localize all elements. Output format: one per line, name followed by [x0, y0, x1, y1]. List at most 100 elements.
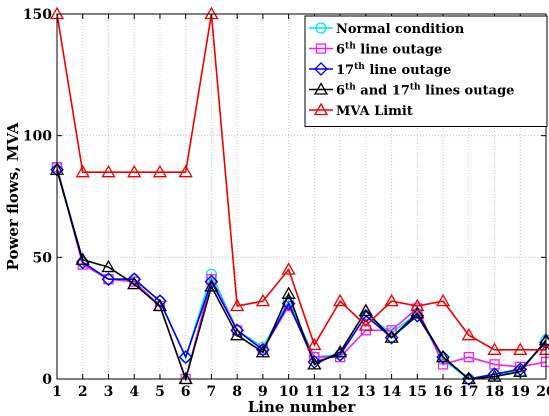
- plot-frame: [56, 13, 547, 380]
- data-point: [178, 371, 193, 385]
- legend-marker: [315, 43, 327, 54]
- x-tick-label: 5: [155, 384, 165, 400]
- data-point: [461, 327, 476, 341]
- legend-label: 6th line outage: [336, 42, 442, 58]
- x-tick-label: 6: [181, 384, 191, 400]
- x-tick-label: 16: [433, 384, 452, 400]
- y-axis-label: Power flows, MVA: [4, 122, 22, 270]
- legend-text-part: 6: [336, 84, 345, 99]
- data-point: [281, 286, 296, 299]
- series-2: [51, 162, 549, 385]
- data-point: [384, 293, 399, 307]
- series-4: [49, 162, 549, 385]
- x-tick-label: 15: [408, 384, 427, 400]
- data-point: [101, 272, 116, 287]
- x-tick-label: 13: [356, 384, 375, 400]
- series-3: [50, 162, 549, 386]
- legend-label: MVA Limit: [336, 104, 413, 119]
- legend-text-part: line outage: [365, 63, 452, 78]
- data-point: [487, 369, 502, 382]
- legend-item: 6th line outage: [309, 42, 442, 58]
- y-tick-label: 0: [42, 372, 52, 388]
- legend-superscript: th: [354, 62, 365, 72]
- y-tick-label: 100: [23, 129, 52, 145]
- legend-text-part: 6: [336, 43, 345, 58]
- data-point: [75, 252, 90, 265]
- data-point: [487, 367, 502, 382]
- legend-box: [304, 15, 548, 127]
- x-tick-label: 20: [536, 384, 549, 400]
- data-point: [307, 355, 322, 369]
- y-tick-label: 50: [33, 250, 53, 266]
- data-point: [255, 293, 271, 307]
- series-line: [56, 167, 547, 380]
- legend-text-part: line outage: [356, 43, 443, 58]
- data-point: [152, 298, 168, 312]
- data-point: [101, 164, 116, 178]
- series-line: [56, 169, 547, 382]
- x-tick-label: 12: [330, 384, 349, 400]
- x-tick-label: 18: [485, 384, 504, 400]
- series-line: [56, 167, 547, 382]
- data-point: [127, 272, 142, 287]
- data-point: [230, 327, 245, 341]
- data-point: [307, 357, 322, 370]
- series-5: [49, 6, 549, 355]
- x-tick-label: 2: [78, 384, 88, 400]
- legend-label: Normal condition: [336, 22, 465, 37]
- data-point: [152, 164, 168, 178]
- data-point: [127, 164, 142, 178]
- legend-text-part: and 17: [356, 84, 410, 99]
- x-tick-label: 9: [258, 384, 268, 400]
- data-point: [127, 276, 142, 290]
- legend-label: 6th and 17th lines outage: [336, 83, 514, 99]
- x-tick-label: 17: [459, 384, 478, 400]
- x-tick-label: 4: [129, 384, 139, 400]
- x-tick-label: 19: [511, 384, 530, 400]
- data-point: [410, 298, 425, 312]
- data-point: [358, 308, 373, 323]
- legend-superscript: th: [410, 83, 421, 93]
- legend-text-part: 17: [336, 63, 354, 78]
- legend-text-part: lines outage: [421, 84, 515, 99]
- data-point: [410, 305, 425, 319]
- data-point: [513, 342, 528, 355]
- data-point: [255, 344, 271, 358]
- x-tick-label: 10: [279, 384, 299, 400]
- x-tick-label: 7: [207, 384, 217, 400]
- data-point: [463, 351, 474, 363]
- x-tick-label: 11: [305, 384, 324, 400]
- data-point: [358, 303, 373, 317]
- data-point: [281, 262, 296, 275]
- series-line: [56, 169, 547, 380]
- data-point: [101, 259, 116, 273]
- data-point: [178, 164, 193, 178]
- data-point: [435, 293, 451, 307]
- legend-item: Normal condition: [309, 22, 465, 37]
- data-point: [75, 164, 90, 178]
- data-point: [178, 350, 193, 365]
- legend-marker: [314, 62, 328, 76]
- legend-text-part: Normal condition: [336, 22, 465, 37]
- series-line: [56, 13, 546, 351]
- data-point: [230, 298, 245, 312]
- x-tick-label: 1: [52, 384, 62, 400]
- legend-marker: [313, 82, 329, 95]
- data-point: [255, 342, 270, 357]
- x-tick-label: 3: [104, 384, 114, 400]
- data-point: [436, 350, 450, 365]
- data-point: [384, 330, 399, 345]
- data-point: [461, 371, 476, 385]
- data-point: [358, 318, 373, 331]
- series-layer: [49, 6, 549, 386]
- data-point: [487, 342, 502, 355]
- legend-marker: [313, 102, 329, 116]
- x-axis-label: Line number: [248, 398, 357, 416]
- x-tick-label: 14: [382, 384, 402, 400]
- series-1: [51, 161, 549, 385]
- legend-item: MVA Limit: [309, 102, 413, 119]
- legend-item: 17th line outage: [309, 62, 451, 78]
- data-point: [307, 337, 322, 351]
- data-point: [386, 325, 397, 336]
